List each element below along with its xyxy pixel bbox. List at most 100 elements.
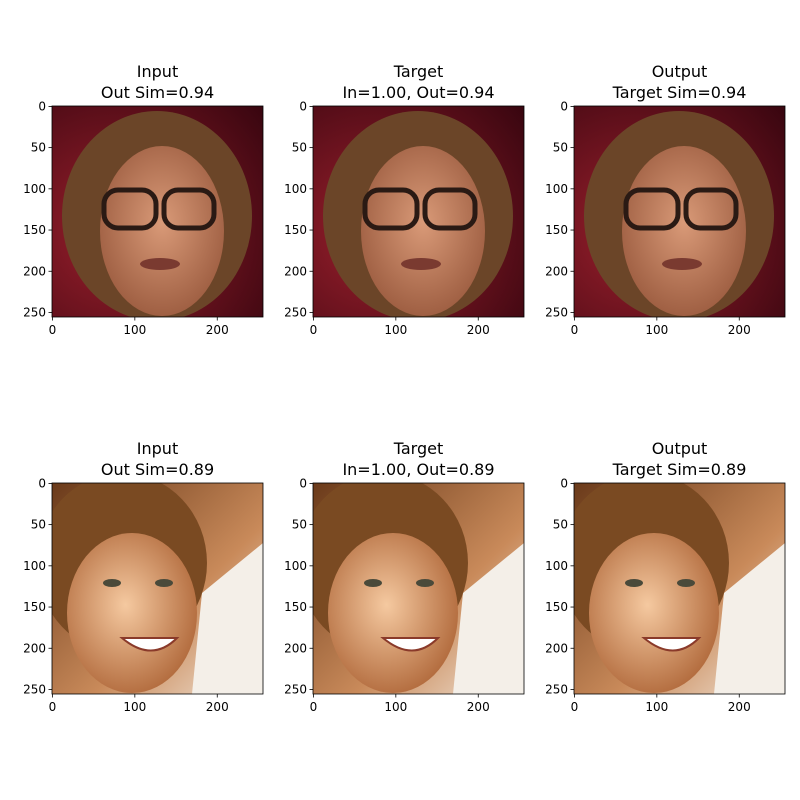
y-tick-label: 0	[560, 476, 568, 490]
y-tick-label: 50	[292, 518, 307, 532]
glasses	[623, 187, 681, 231]
axes-frame	[312, 482, 525, 695]
mouth	[662, 258, 702, 270]
eye	[677, 579, 695, 587]
panel-title: Target	[393, 62, 444, 81]
y-tick-label: 100	[23, 559, 46, 573]
axes-frame	[312, 105, 525, 318]
panel-title: Target	[393, 439, 444, 458]
y-tick-label: 50	[31, 141, 46, 155]
x-tick-label: 200	[728, 700, 751, 714]
panel-title: Target Sim=0.94	[612, 83, 747, 102]
x-tick-label: 100	[123, 323, 146, 337]
glasses	[161, 187, 217, 231]
panel-title: Target Sim=0.89	[612, 460, 747, 479]
x-tick-label: 200	[206, 323, 229, 337]
x-tick-label: 100	[384, 700, 407, 714]
y-tick-label: 100	[284, 559, 307, 573]
y-tick-label: 100	[284, 182, 307, 196]
y-tick-label: 200	[284, 641, 307, 655]
glasses	[683, 187, 739, 231]
y-tick-label: 250	[284, 305, 307, 319]
face	[100, 146, 224, 316]
y-tick-label: 0	[560, 99, 568, 113]
y-tick-label: 250	[545, 305, 568, 319]
face	[589, 533, 719, 693]
panel-title: In=1.00, Out=0.94	[342, 83, 494, 102]
y-tick-label: 50	[553, 518, 568, 532]
x-tick-label: 0	[571, 700, 579, 714]
y-tick-label: 100	[545, 182, 568, 196]
smile	[119, 637, 180, 652]
panel-title: Input	[137, 62, 178, 81]
panel-title: Out Sim=0.94	[101, 83, 214, 102]
y-tick-label: 200	[23, 641, 46, 655]
shirt	[453, 543, 524, 694]
x-tick-label: 100	[645, 323, 668, 337]
y-tick-label: 150	[23, 223, 46, 237]
shirt	[192, 543, 263, 694]
face	[67, 533, 197, 693]
eye	[364, 579, 382, 587]
eye	[103, 579, 121, 587]
smile	[380, 637, 441, 652]
panel-title: Out Sim=0.89	[101, 460, 214, 479]
glasses	[101, 187, 159, 231]
face	[328, 533, 458, 693]
y-tick-label: 250	[23, 682, 46, 696]
axes-frame	[573, 482, 786, 695]
x-tick-label: 0	[310, 700, 318, 714]
image	[52, 106, 263, 317]
eye	[625, 579, 643, 587]
y-tick-label: 200	[284, 264, 307, 278]
x-tick-label: 0	[310, 323, 318, 337]
mouth	[401, 258, 441, 270]
image	[574, 483, 785, 694]
image	[313, 483, 524, 694]
y-tick-label: 200	[545, 641, 568, 655]
y-tick-label: 150	[545, 223, 568, 237]
x-tick-label: 200	[467, 323, 490, 337]
x-tick-label: 0	[49, 700, 57, 714]
face	[361, 146, 485, 316]
eye	[416, 579, 434, 587]
y-tick-label: 250	[23, 305, 46, 319]
y-tick-label: 250	[284, 682, 307, 696]
x-tick-label: 200	[206, 700, 229, 714]
y-tick-label: 0	[299, 476, 307, 490]
x-tick-label: 200	[467, 700, 490, 714]
y-tick-label: 150	[545, 600, 568, 614]
y-tick-label: 100	[545, 559, 568, 573]
glasses	[422, 187, 478, 231]
y-tick-label: 100	[23, 182, 46, 196]
shirt	[714, 543, 785, 694]
y-tick-label: 50	[31, 518, 46, 532]
face	[622, 146, 746, 316]
axes-frame	[51, 105, 264, 318]
panel-title: Output	[652, 62, 708, 81]
smile	[641, 637, 702, 652]
x-tick-label: 0	[571, 323, 579, 337]
x-tick-label: 200	[728, 323, 751, 337]
y-tick-label: 200	[23, 264, 46, 278]
axes-frame	[51, 482, 264, 695]
panel-title: Output	[652, 439, 708, 458]
y-tick-label: 200	[545, 264, 568, 278]
y-tick-label: 150	[284, 223, 307, 237]
axes-frame	[573, 105, 786, 318]
eye	[155, 579, 173, 587]
x-tick-label: 100	[123, 700, 146, 714]
x-tick-label: 100	[384, 323, 407, 337]
image	[313, 106, 524, 317]
y-tick-label: 50	[292, 141, 307, 155]
y-tick-label: 0	[38, 99, 46, 113]
y-tick-label: 0	[299, 99, 307, 113]
y-tick-label: 150	[284, 600, 307, 614]
x-tick-label: 100	[645, 700, 668, 714]
y-tick-label: 250	[545, 682, 568, 696]
mouth	[140, 258, 180, 270]
glasses	[362, 187, 420, 231]
panel-title: In=1.00, Out=0.89	[342, 460, 494, 479]
y-tick-label: 50	[553, 141, 568, 155]
